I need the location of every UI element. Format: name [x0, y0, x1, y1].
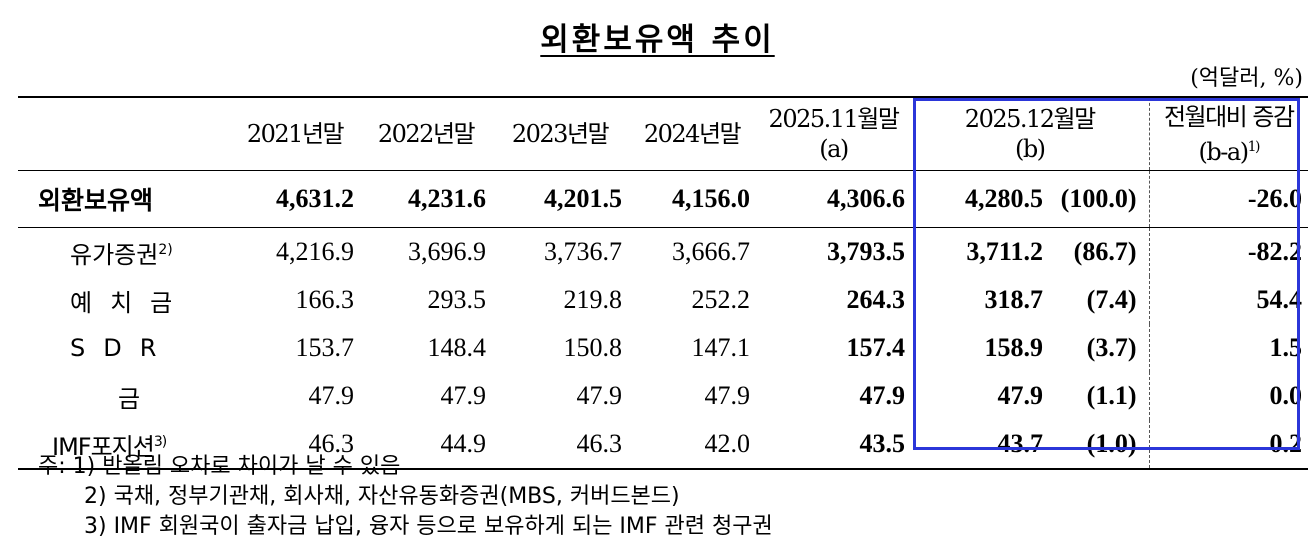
cell-value: 3,666.7	[672, 237, 750, 266]
cell-value: 3,696.9	[408, 237, 486, 266]
cell-value: 252.2	[691, 285, 751, 314]
table-row: IMF포지션3) 46.3 44.9 46.3 42.0 43.5 43.7 (…	[18, 420, 1308, 469]
cell-share: (7.4)	[1086, 285, 1137, 314]
cell-value: 147.1	[691, 333, 751, 362]
col-header-2025-12: 2025.12월말 (b)	[964, 105, 1096, 163]
table-row-total: 외환보유액 4,631.2 4,231.6 4,201.5 4,156.0 4,…	[18, 170, 1308, 228]
reserves-table: 2021년말 2022년말 2023년말 2024년말 2025.11월말 (a)…	[18, 96, 1308, 470]
cell-value: 150.8	[563, 333, 623, 362]
cell-value: 4,631.2	[276, 184, 354, 213]
col-header-2022: 2022년말	[377, 120, 476, 148]
cell-change: 1.5	[1148, 324, 1308, 372]
cell-value: 157.4	[846, 333, 906, 362]
cell-change: -82.2	[1148, 227, 1308, 276]
cell-value: 47.9	[576, 381, 623, 410]
cell-change: 0.0	[1148, 372, 1308, 420]
cell-change: 54.4	[1148, 276, 1308, 324]
cell-value: 4,306.6	[827, 184, 905, 213]
cell-value: 166.3	[295, 285, 355, 314]
row-label: 외환보유액	[38, 186, 154, 215]
row-label: 유가증권2)	[70, 240, 173, 269]
cell-value: 4,231.6	[408, 184, 486, 213]
col-header-2023: 2023년말	[511, 120, 610, 148]
row-label: IMF포지션3)	[52, 432, 167, 461]
cell-value: 47.9	[308, 381, 355, 410]
table-row: 금 47.9 47.9 47.9 47.9 47.9 47.9 (1.1) 0.…	[18, 372, 1308, 420]
header-blank	[18, 97, 230, 171]
cell-value: 4,280.5	[965, 184, 1043, 213]
cell-value: 148.4	[427, 333, 487, 362]
table-row: SDR 153.7 148.4 150.8 147.1 157.4 158.9 …	[18, 324, 1308, 372]
col-header-2021: 2021년말	[246, 120, 345, 148]
cell-value: 318.7	[984, 285, 1044, 314]
cell-change: 0.2	[1148, 420, 1308, 469]
row-label: SDR	[70, 334, 175, 362]
col-header-2024: 2024년말	[643, 120, 742, 148]
cell-share: (86.7)	[1073, 237, 1137, 266]
header-row: 2021년말 2022년말 2023년말 2024년말 2025.11월말 (a)…	[18, 97, 1308, 171]
table-row: 유가증권2) 4,216.9 3,696.9 3,736.7 3,666.7 3…	[18, 227, 1308, 276]
cell-value: 4,201.5	[544, 184, 622, 213]
cell-value: 219.8	[563, 285, 623, 314]
footnote-3: 3) IMF 회원국이 출자금 납입, 융자 등으로 보유하게 되는 IMF 관…	[84, 514, 773, 539]
cell-value: 293.5	[427, 285, 487, 314]
cell-value: 43.5	[859, 429, 906, 458]
cell-share: (100.0)	[1060, 184, 1137, 213]
cell-value: 47.9	[440, 381, 487, 410]
cell-value: 46.3	[308, 429, 355, 458]
cell-value: 4,156.0	[672, 184, 750, 213]
cell-value: 4,216.9	[276, 237, 354, 266]
cell-value: 47.9	[859, 381, 906, 410]
cell-value: 3,793.5	[827, 237, 905, 266]
cell-share: (3.7)	[1086, 333, 1137, 362]
cell-value: 158.9	[984, 333, 1044, 362]
cell-value: 47.9	[997, 381, 1044, 410]
cell-value: 47.9	[704, 381, 751, 410]
footnote-2: 2) 국채, 정부기관채, 회사채, 자산유동화증권(MBS, 커버드본드)	[84, 484, 680, 509]
row-label: 금	[118, 384, 141, 413]
cell-value: 43.7	[997, 429, 1044, 458]
footnotes: 주: 1) 반올림 오차로 차이가 날 수 있음 2) 국채, 정부기관채, 회…	[38, 452, 773, 542]
cell-value: 3,736.7	[544, 237, 622, 266]
cell-value: 3,711.2	[966, 237, 1043, 266]
row-label: 예치금	[70, 288, 191, 317]
cell-value: 46.3	[576, 429, 623, 458]
cell-value: 44.9	[440, 429, 487, 458]
cell-change: -26.0	[1148, 170, 1308, 228]
col-header-change: 전월대비 증감 (b-a)1)	[1148, 97, 1308, 171]
table-row: 예치금 166.3 293.5 219.8 252.2 264.3 318.7 …	[18, 276, 1308, 324]
col-header-2025-11: 2025.11월말 (a)	[768, 105, 900, 163]
cell-value: 153.7	[295, 333, 355, 362]
cell-share: (1.0)	[1086, 429, 1137, 458]
page-title: 외환보유액 추이	[540, 22, 775, 58]
cell-value: 42.0	[704, 429, 751, 458]
unit-label: (억달러, %)	[1190, 66, 1303, 91]
cell-share: (1.1)	[1086, 381, 1137, 410]
footnote-1: 주: 1) 반올림 오차로 차이가 날 수 있음	[38, 454, 401, 479]
cell-value: 264.3	[846, 285, 906, 314]
